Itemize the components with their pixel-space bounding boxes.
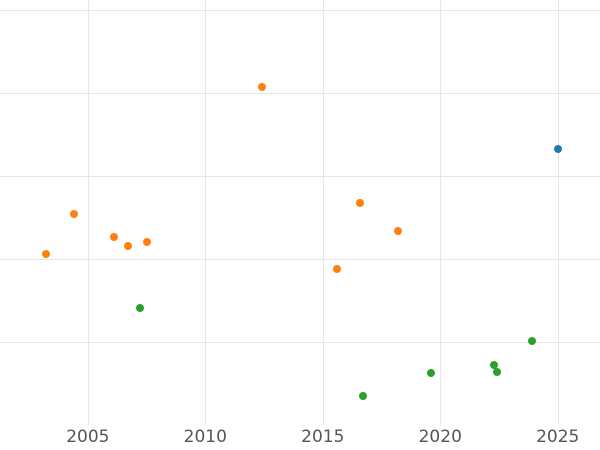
x-gridline	[87, 0, 89, 425]
scatter-point-orange	[109, 233, 118, 242]
plot-area	[0, 0, 600, 425]
scatter-point-green	[135, 303, 144, 312]
scatter-point-orange	[257, 83, 266, 92]
scatter-point-green	[492, 367, 501, 376]
scatter-point-blue	[553, 144, 562, 153]
scatter-point-green	[426, 368, 435, 377]
y-gridline	[0, 9, 600, 11]
scatter-point-orange	[356, 198, 365, 207]
x-tick-label: 2005	[66, 427, 110, 447]
x-tick-label: 2025	[536, 427, 580, 447]
scatter-point-green	[490, 361, 499, 370]
x-gridline	[322, 0, 324, 425]
y-gridline	[0, 341, 600, 343]
y-gridline	[0, 92, 600, 94]
x-tick-label: 2015	[301, 427, 345, 447]
scatter-point-green	[527, 337, 536, 346]
x-gridline	[557, 0, 559, 425]
x-tick-label: 2020	[418, 427, 462, 447]
x-axis: 2005 2010 2015 2020 2025	[0, 425, 600, 450]
scatter-point-orange	[393, 226, 402, 235]
scatter-point-orange	[123, 241, 132, 250]
scatter-point-orange	[69, 210, 78, 219]
scatter-point-orange	[332, 264, 341, 273]
scatter-point-orange	[142, 238, 151, 247]
y-gridline	[0, 258, 600, 260]
scatter-point-orange	[41, 250, 50, 258]
y-gridline	[0, 175, 600, 177]
x-gridline	[205, 0, 207, 425]
scatter-point-green	[358, 391, 367, 400]
x-gridline	[440, 0, 442, 425]
x-tick-label: 2010	[183, 427, 227, 447]
